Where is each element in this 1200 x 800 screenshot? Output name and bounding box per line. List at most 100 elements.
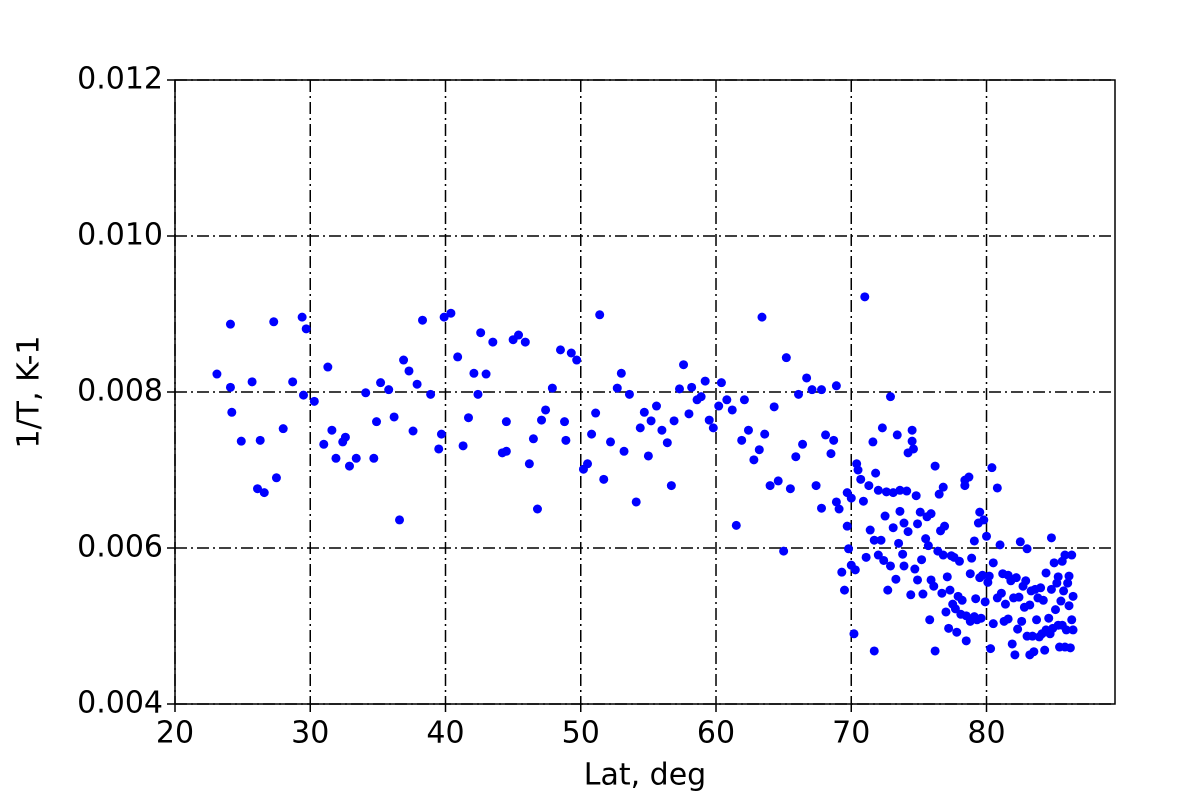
point bbox=[236, 436, 246, 446]
point bbox=[1038, 595, 1048, 605]
point bbox=[879, 555, 889, 565]
point bbox=[212, 369, 222, 379]
y-tick-label: 0.006 bbox=[77, 530, 163, 565]
point bbox=[657, 425, 667, 435]
point bbox=[811, 481, 821, 491]
point bbox=[253, 484, 263, 494]
point bbox=[888, 523, 898, 533]
point bbox=[639, 407, 649, 417]
point bbox=[1014, 592, 1024, 602]
point bbox=[892, 430, 902, 440]
point bbox=[446, 308, 456, 318]
point bbox=[952, 627, 962, 637]
point bbox=[583, 459, 593, 469]
point bbox=[1046, 584, 1056, 594]
point bbox=[934, 489, 944, 499]
point bbox=[865, 525, 875, 535]
point bbox=[992, 483, 1002, 493]
plot-frame bbox=[174, 79, 1116, 705]
point bbox=[501, 446, 511, 456]
y-tick-label: 0.004 bbox=[77, 686, 163, 721]
y-tick-label: 0.012 bbox=[77, 62, 163, 97]
point bbox=[666, 481, 676, 491]
point bbox=[942, 572, 952, 582]
point bbox=[674, 384, 684, 394]
point bbox=[1017, 616, 1027, 626]
point bbox=[1046, 533, 1056, 543]
point bbox=[911, 491, 921, 501]
point bbox=[906, 590, 916, 600]
point bbox=[807, 385, 817, 395]
point bbox=[259, 488, 269, 498]
point bbox=[839, 585, 849, 595]
point bbox=[769, 402, 779, 412]
point bbox=[907, 425, 917, 435]
point bbox=[1040, 645, 1050, 655]
point bbox=[869, 646, 879, 656]
point bbox=[995, 540, 1005, 550]
point bbox=[1063, 578, 1073, 588]
point bbox=[1029, 647, 1039, 657]
point bbox=[595, 310, 605, 320]
point bbox=[619, 446, 629, 456]
point bbox=[344, 461, 354, 471]
point bbox=[560, 417, 570, 427]
point bbox=[1027, 631, 1037, 641]
point bbox=[979, 515, 989, 525]
point bbox=[846, 493, 856, 503]
point bbox=[898, 549, 908, 559]
point bbox=[831, 381, 841, 391]
point bbox=[842, 521, 852, 531]
point bbox=[1059, 586, 1069, 596]
point bbox=[944, 623, 954, 633]
point bbox=[404, 366, 414, 376]
point bbox=[278, 424, 288, 434]
point bbox=[1065, 643, 1075, 653]
point bbox=[1041, 568, 1051, 578]
point bbox=[566, 348, 576, 358]
point bbox=[984, 571, 994, 581]
point bbox=[369, 453, 379, 463]
point bbox=[528, 434, 538, 444]
point bbox=[1022, 544, 1032, 554]
point bbox=[853, 465, 863, 475]
point bbox=[1015, 537, 1025, 547]
point bbox=[856, 474, 866, 484]
point bbox=[765, 481, 775, 491]
point bbox=[1060, 550, 1070, 560]
point bbox=[885, 392, 895, 402]
point bbox=[976, 613, 986, 623]
point bbox=[418, 315, 428, 325]
point bbox=[913, 575, 923, 585]
point bbox=[331, 453, 341, 463]
point bbox=[864, 481, 874, 491]
point bbox=[967, 553, 977, 563]
point bbox=[883, 585, 893, 595]
point bbox=[1068, 591, 1078, 601]
point bbox=[384, 385, 394, 395]
point bbox=[908, 444, 918, 454]
point bbox=[915, 507, 925, 517]
point bbox=[547, 383, 557, 393]
point bbox=[458, 441, 468, 451]
point bbox=[1036, 583, 1046, 593]
point bbox=[727, 405, 737, 415]
point bbox=[988, 619, 998, 629]
point bbox=[903, 527, 913, 537]
point bbox=[298, 390, 308, 400]
point bbox=[514, 330, 524, 340]
point bbox=[722, 395, 732, 405]
point bbox=[1013, 624, 1023, 634]
point bbox=[463, 413, 473, 423]
point bbox=[1007, 639, 1017, 649]
point bbox=[704, 415, 714, 425]
point bbox=[269, 317, 279, 327]
point bbox=[868, 437, 878, 447]
point bbox=[1068, 625, 1078, 635]
y-tick-label: 0.008 bbox=[77, 374, 163, 409]
point bbox=[376, 378, 386, 388]
point bbox=[826, 449, 836, 459]
point bbox=[945, 585, 955, 595]
point bbox=[520, 337, 530, 347]
point bbox=[716, 378, 726, 388]
